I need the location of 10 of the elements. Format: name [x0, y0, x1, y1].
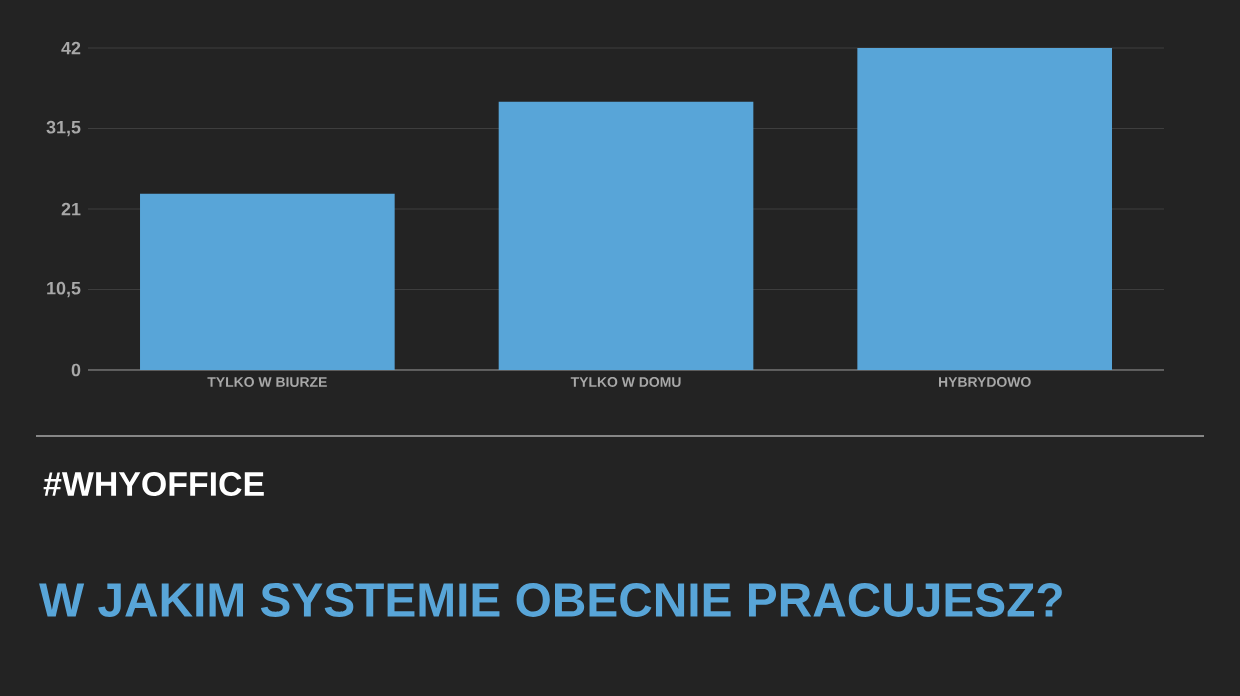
y-tick-label: 21 [61, 202, 81, 216]
y-tick-label: 0 [71, 363, 81, 377]
text: #WHYOFFICE [43, 472, 264, 496]
bar [498, 101, 754, 370]
y-tick-label: 42 [61, 41, 81, 55]
text: W JAKIM SYSTEMIE OBECNIE PRACUJESZ? [39, 583, 1062, 617]
y-tick-label: 31,5 [46, 120, 81, 137]
y-tick-label: 10,5 [47, 281, 81, 298]
bar [140, 193, 395, 370]
bar [857, 48, 1113, 370]
